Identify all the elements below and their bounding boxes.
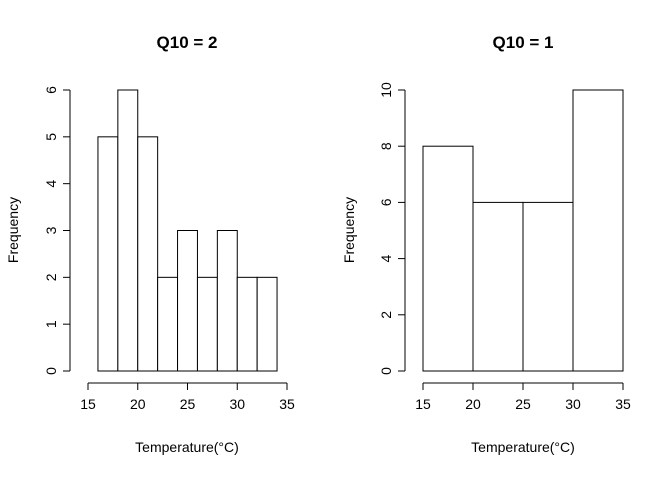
y-axis-label: Frequency	[341, 197, 357, 263]
x-tick-label: 20	[130, 396, 146, 412]
histogram-panel-q10-2: Q10 = 2 Temperature(°C) Frequency 15 20 25…	[5, 33, 295, 455]
y-tick-label: 0	[378, 367, 394, 375]
x-axis: 15 20 25 30 35	[415, 382, 631, 412]
histogram-bar	[256, 276, 278, 372]
y-axis: 0 2 4 6 8 10	[378, 82, 406, 375]
y-tick-label: 2	[43, 273, 59, 281]
x-tick-label: 25	[515, 396, 531, 412]
x-tick-label: 30	[229, 396, 245, 412]
histogram-bar	[137, 136, 159, 372]
x-tick-label: 25	[180, 396, 196, 412]
y-tick-label: 4	[378, 254, 394, 262]
x-axis-label: Temperature(°C)	[135, 439, 239, 455]
x-axis-label: Temperature(°C)	[471, 439, 575, 455]
histogram-bar	[177, 230, 198, 372]
y-tick-label: 1	[43, 320, 59, 328]
x-axis: 15 20 25 30 35	[80, 382, 295, 412]
y-tick-label: 2	[378, 311, 394, 319]
y-axis: 0 1 2 3 4 5 6	[43, 86, 71, 375]
histogram-bar	[97, 136, 119, 372]
y-tick-label: 0	[43, 367, 59, 375]
histogram-bar	[422, 145, 474, 372]
histogram-bars	[97, 89, 278, 372]
histogram-bar	[522, 201, 574, 372]
histogram-bars	[422, 89, 624, 372]
x-tick-label: 30	[565, 396, 581, 412]
y-tick-label: 3	[43, 226, 59, 234]
y-axis-label: Frequency	[5, 197, 21, 263]
histogram-bar	[572, 89, 624, 372]
histogram-bar	[117, 89, 139, 372]
y-tick-label: 5	[43, 133, 59, 141]
y-tick-label: 10	[378, 82, 394, 98]
y-tick-label: 4	[43, 180, 59, 188]
chart-title: Q10 = 1	[493, 33, 554, 52]
x-tick-label: 35	[615, 396, 631, 412]
chart-title: Q10 = 2	[157, 33, 218, 52]
y-tick-label: 6	[378, 198, 394, 206]
y-tick-label: 8	[378, 142, 394, 150]
histogram-bar	[216, 230, 238, 372]
x-tick-label: 15	[80, 396, 96, 412]
histogram-bar	[472, 201, 524, 372]
histogram-panel-q10-1: Q10 = 1 Temperature(°C) Frequency 15 20 25…	[341, 33, 631, 455]
y-tick-label: 6	[43, 86, 59, 94]
x-tick-label: 20	[465, 396, 481, 412]
histogram-bar	[157, 276, 179, 372]
x-tick-label: 15	[415, 396, 431, 412]
histogram-bar	[236, 276, 258, 372]
x-tick-label: 35	[279, 396, 295, 412]
histogram-bar	[196, 276, 218, 372]
